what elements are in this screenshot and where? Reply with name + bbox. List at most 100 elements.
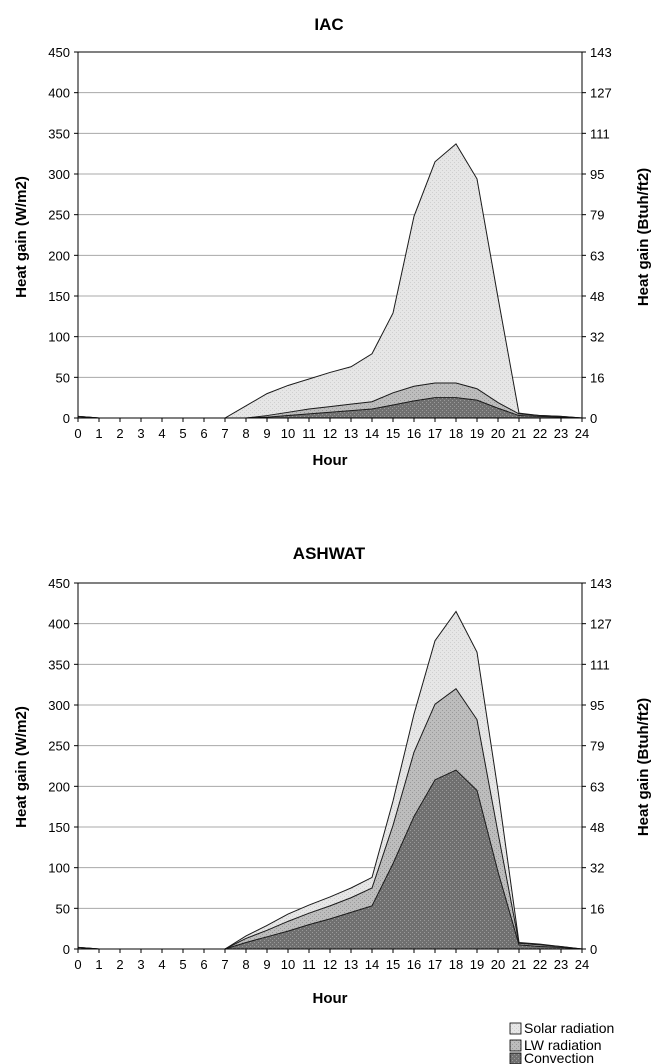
chart-iac: IAC Heat gain (W/m2) Heat gain (Btuh/ft2… (13, 15, 652, 469)
x-tick-label: 5 (179, 426, 186, 441)
x-tick-label: 18 (449, 957, 463, 972)
y-axis-label: Heat gain (W/m2) (13, 706, 30, 828)
y-tick-label: 150 (48, 820, 70, 835)
y-tick-label: 400 (48, 86, 70, 101)
x-tick-label: 19 (470, 957, 484, 972)
y2-axis-label: Heat gain (Btuh/ft2) (635, 698, 652, 836)
x-tick-label: 8 (242, 426, 249, 441)
y2-tick-label: 111 (590, 126, 610, 141)
x-tick-label: 12 (323, 957, 337, 972)
y-tick-label: 350 (48, 126, 70, 141)
x-tick-label: 9 (263, 957, 270, 972)
x-tick-label: 20 (491, 426, 505, 441)
x-tick-label: 9 (263, 426, 270, 441)
x-tick-label: 20 (491, 957, 505, 972)
x-tick-label: 17 (428, 426, 442, 441)
x-tick-label: 1 (95, 426, 102, 441)
x-tick-label: 14 (365, 426, 379, 441)
x-tick-label: 6 (200, 957, 207, 972)
chart-ashwat: ASHWAT Heat gain (W/m2) Heat gain (Btuh/… (13, 544, 652, 1007)
x-axis-label: Hour (313, 990, 348, 1007)
x-tick-label: 18 (449, 426, 463, 441)
y-tick-label: 150 (48, 289, 70, 304)
x-tick-label: 1 (95, 957, 102, 972)
y2-tick-label: 111 (590, 657, 610, 672)
x-tick-label: 10 (281, 957, 295, 972)
x-tick-label: 15 (386, 957, 400, 972)
chart-title: IAC (314, 15, 343, 34)
x-tick-label: 22 (533, 957, 547, 972)
x-tick-label: 16 (407, 957, 421, 972)
y2-tick-label: 32 (590, 861, 604, 876)
y2-tick-label: 143 (590, 45, 612, 60)
y2-tick-label: 48 (590, 289, 604, 304)
y2-tick-label: 63 (590, 779, 604, 794)
y2-tick-label: 16 (590, 901, 604, 916)
x-tick-label: 0 (74, 426, 81, 441)
x-tick-label: 6 (200, 426, 207, 441)
x-tick-label: 3 (137, 957, 144, 972)
legend-swatch-solar (510, 1023, 521, 1034)
x-tick-label: 2 (116, 426, 123, 441)
x-tick-label: 4 (158, 957, 165, 972)
y2-tick-label: 79 (590, 739, 604, 754)
y2-tick-label: 0 (590, 411, 597, 426)
y2-tick-label: 0 (590, 942, 597, 957)
y-tick-label: 300 (48, 167, 70, 182)
x-tick-label: 23 (554, 957, 568, 972)
x-tick-label: 4 (158, 426, 165, 441)
y-tick-label: 100 (48, 861, 70, 876)
chart-title: ASHWAT (293, 544, 366, 563)
x-tick-label: 3 (137, 426, 144, 441)
y-tick-label: 450 (48, 45, 70, 60)
y2-tick-label: 32 (590, 330, 604, 345)
x-tick-label: 19 (470, 426, 484, 441)
x-tick-label: 0 (74, 957, 81, 972)
y2-tick-label: 63 (590, 248, 604, 263)
y-tick-label: 350 (48, 657, 70, 672)
y-tick-label: 300 (48, 698, 70, 713)
y2-tick-label: 143 (590, 576, 612, 591)
x-tick-label: 12 (323, 426, 337, 441)
y-tick-label: 50 (56, 370, 70, 385)
x-tick-label: 11 (302, 426, 316, 441)
x-tick-label: 5 (179, 957, 186, 972)
legend-label-solar: Solar radiation (524, 1020, 614, 1036)
x-tick-label: 14 (365, 957, 379, 972)
legend: Solar radiation LW radiation Convection (510, 1020, 614, 1064)
y2-tick-label: 16 (590, 370, 604, 385)
legend-swatch-lw (510, 1040, 521, 1051)
x-tick-label: 10 (281, 426, 295, 441)
y-tick-label: 400 (48, 617, 70, 632)
y2-tick-label: 48 (590, 820, 604, 835)
legend-label-convection: Convection (524, 1050, 594, 1064)
x-tick-label: 7 (221, 957, 228, 972)
x-tick-label: 2 (116, 957, 123, 972)
y-axis-label: Heat gain (W/m2) (13, 176, 30, 298)
x-axis-label: Hour (313, 452, 348, 469)
y2-tick-label: 127 (590, 86, 612, 101)
y2-tick-label: 95 (590, 698, 604, 713)
x-tick-label: 22 (533, 426, 547, 441)
y2-tick-label: 79 (590, 208, 604, 223)
x-tick-label: 16 (407, 426, 421, 441)
x-tick-label: 21 (512, 426, 526, 441)
y2-tick-label: 95 (590, 167, 604, 182)
x-tick-label: 8 (242, 957, 249, 972)
y-tick-label: 100 (48, 330, 70, 345)
y-tick-label: 450 (48, 576, 70, 591)
y-tick-label: 200 (48, 779, 70, 794)
x-tick-label: 11 (302, 957, 316, 972)
x-tick-label: 24 (575, 957, 589, 972)
x-tick-label: 23 (554, 426, 568, 441)
y-tick-label: 0 (63, 942, 70, 957)
legend-swatch-convection (510, 1053, 521, 1064)
y2-axis-label: Heat gain (Btuh/ft2) (635, 168, 652, 306)
x-tick-label: 13 (344, 957, 358, 972)
x-tick-label: 7 (221, 426, 228, 441)
y2-tick-label: 127 (590, 617, 612, 632)
y-tick-label: 250 (48, 208, 70, 223)
x-tick-label: 13 (344, 426, 358, 441)
y-tick-label: 0 (63, 411, 70, 426)
